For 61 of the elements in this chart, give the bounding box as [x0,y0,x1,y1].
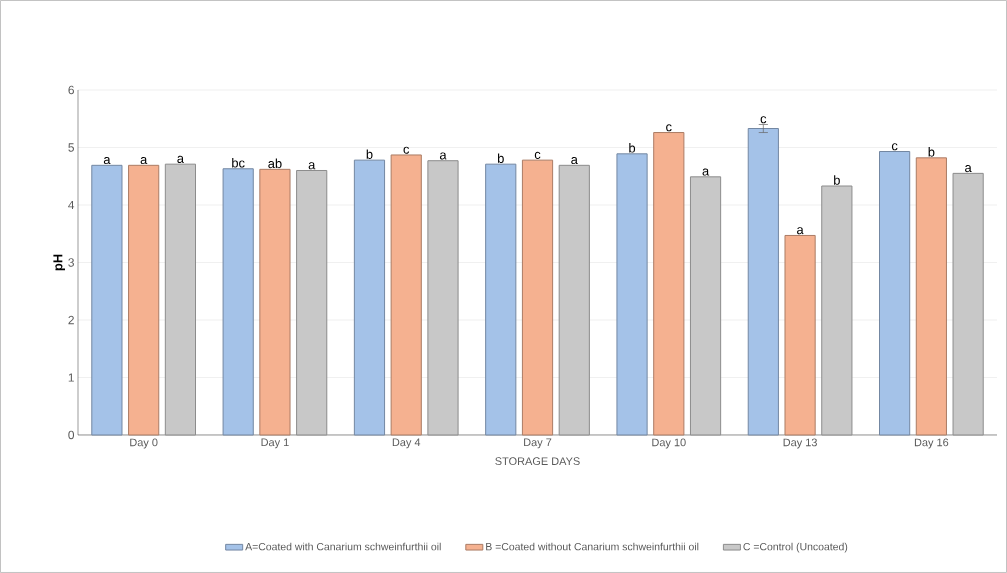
bar [427,160,459,436]
bar [879,151,911,436]
bar [128,164,160,436]
data-label: a [797,227,804,235]
y-axis-title: pH [53,254,65,271]
data-label: c [403,146,410,154]
bar [164,163,197,436]
data-label: b [928,147,935,157]
data-label: a [702,168,710,176]
data-label: c [891,143,898,151]
x-tick-label: Day 1 [261,438,289,449]
x-tick-label: Day 4 [392,438,421,449]
bar [485,163,517,436]
legend-label: C =Control (Uncoated) [743,542,848,553]
data-label: c [760,116,767,124]
y-tick-label: 0 [68,430,75,440]
data-label: a [103,157,111,165]
bar [821,185,853,436]
x-tick-label: Day 13 [783,438,817,449]
data-label: c [666,124,672,132]
data-label: c [534,151,541,159]
y-tick-label: 4 [68,200,75,210]
bar [222,168,254,436]
x-tick-label: Day 16 [914,438,949,449]
x-tick-label: Day 7 [524,438,552,449]
bar [653,132,685,436]
data-label: bc [232,158,245,168]
bar [784,234,816,436]
legend-label: A=Coated with Canarium schweinfurthii oil [245,542,441,551]
bar [689,176,722,436]
x-tick-label: Day 10 [652,438,686,449]
bar [915,157,947,436]
bar [747,128,779,436]
bar [353,159,386,436]
bar [296,169,328,436]
data-label: a [308,162,316,170]
data-label: b [366,149,373,159]
y-tick-label: 1 [68,373,74,382]
y-tick-label: 3 [68,258,74,267]
y-tick-label: 6 [68,85,74,95]
data-label: a [571,157,578,165]
bar [259,168,291,436]
y-tick-label: 5 [68,143,74,152]
data-label: a [439,152,447,160]
bar [558,164,590,436]
bar [390,154,422,436]
x-axis-title: STORAGE DAYS [495,457,580,466]
y-tick-label: 2 [68,315,74,325]
data-label: a [965,165,972,173]
x-tick-label: Day 0 [130,438,158,449]
data-label: b [629,143,636,153]
data-label: b [497,153,504,163]
data-label: ab [268,158,282,169]
data-label: b [834,175,840,185]
data-label: a [177,155,185,163]
bar [952,172,984,436]
data-label: a [140,157,148,165]
bar [91,164,123,436]
bar [616,153,648,436]
bar [521,159,554,436]
legend-label: B =Coated without Canarium schweinfurthii oil [486,542,699,551]
